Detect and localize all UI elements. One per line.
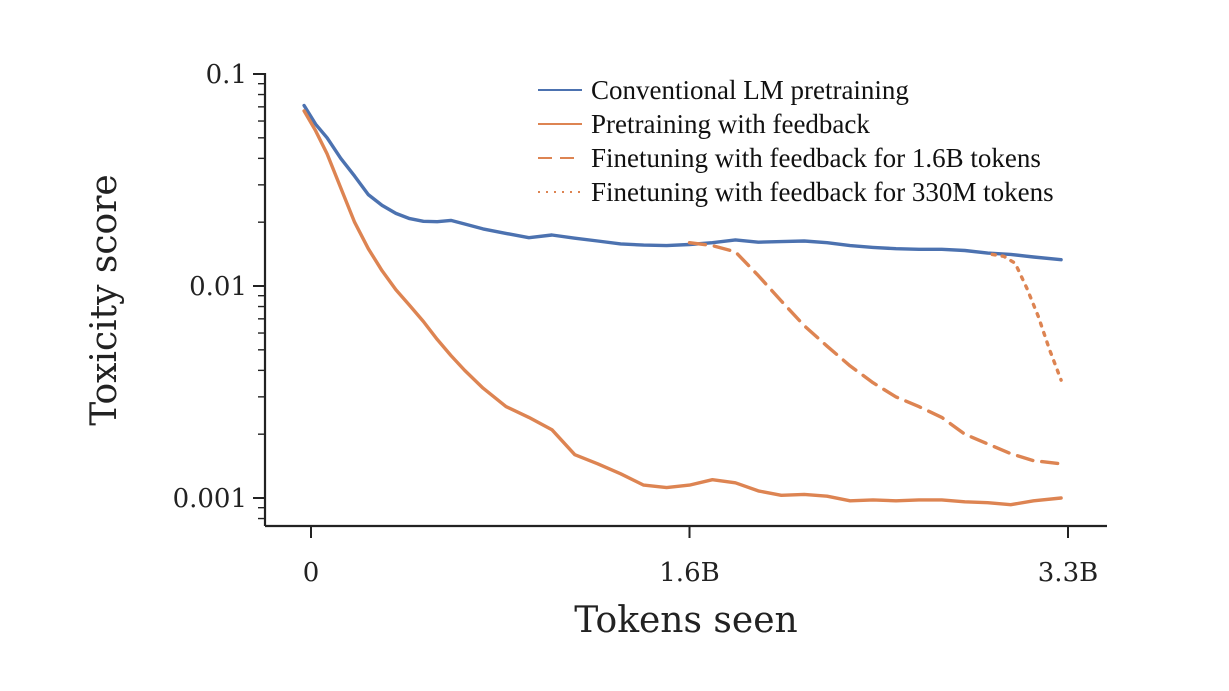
legend-label-1: Conventional LM pretraining	[591, 75, 909, 105]
plot-lines	[302, 103, 1063, 507]
y-tick-label: 0.001	[173, 484, 247, 514]
tick-labels: 0.1 0.01 0.001 0 1.6B 3.3B	[173, 60, 1099, 588]
x-tick-label: 3.3B	[1038, 558, 1098, 588]
legend-label-4: Finetuning with feedback for 330M tokens	[591, 177, 1054, 207]
y-tick-label: 0.01	[189, 272, 247, 302]
series-line-1	[302, 103, 1063, 262]
x-axis-label: Tokens seen	[574, 600, 797, 641]
series-line-4	[990, 252, 1063, 382]
x-tick-label: 1.6B	[659, 558, 719, 588]
x-tick-label: 0	[303, 558, 320, 588]
legend-label-2: Pretraining with feedback	[591, 109, 870, 139]
y-axis-label: Toxicity score	[84, 174, 125, 425]
series-line-3	[687, 240, 1063, 466]
legend: Conventional LM pretraining Pretraining w…	[538, 75, 1054, 207]
legend-label-3: Finetuning with feedback for 1.6B tokens	[591, 143, 1041, 173]
axis-ticks	[253, 73, 1069, 538]
y-tick-label: 0.1	[206, 60, 247, 90]
series-line-2	[302, 109, 1063, 507]
y-minor-ticks	[258, 83, 265, 520]
